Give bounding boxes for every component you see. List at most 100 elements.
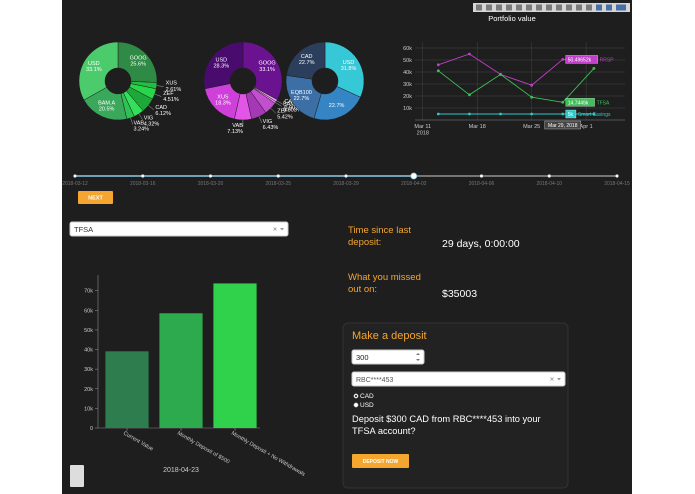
dropdown-caret[interactable] <box>280 228 284 231</box>
slider-mark <box>141 174 145 178</box>
label-leader <box>156 85 164 87</box>
slice-label: VIG 6.43% <box>263 119 279 131</box>
series-line <box>438 68 595 103</box>
label-leader <box>130 117 134 125</box>
series-point <box>499 112 502 116</box>
slider-mark <box>208 174 213 178</box>
slice-label-value: 0.803% <box>283 107 302 113</box>
slice-label-value: 3.24% <box>133 126 149 132</box>
slider-mark <box>73 174 77 178</box>
slider-mark-label: 2018-03-29 <box>333 181 359 187</box>
slider-mark-label: 2018-03-16 <box>130 181 156 187</box>
deposit-button[interactable] <box>352 454 409 468</box>
modebar-icon[interactable] <box>496 4 502 11</box>
slice-label: USD 33.1% <box>86 61 102 73</box>
deposit-prompt: Deposit $300 CAD from RBC****453 into yo… <box>352 414 541 436</box>
slice-label-name: ZEF <box>163 91 174 97</box>
modebar-icon[interactable] <box>586 4 592 11</box>
slice-label-name: XUS <box>166 81 178 87</box>
x-axis-title: 2018-04-23 <box>163 467 199 474</box>
slice-label: VAB 3.24% <box>133 120 149 132</box>
slice-label: ZEF 5.42% <box>277 109 293 121</box>
slice-label-name: VAB <box>133 120 144 126</box>
stat-value: 29 days, 0:00:00 <box>442 238 520 250</box>
slice-label-name: VAB <box>232 123 243 129</box>
slice-label: EQB100 22.7% <box>291 90 312 102</box>
slice-label-name: ZEF <box>277 109 288 115</box>
hover-box <box>565 109 577 119</box>
chart-title: Portfolio value <box>488 14 536 23</box>
amount-input[interactable] <box>351 349 425 365</box>
series-point <box>436 69 440 73</box>
slice-label-name: XUS <box>217 95 229 101</box>
slider-mark-label: 2018-04-15 <box>604 181 630 187</box>
modebar-icon[interactable] <box>476 4 482 11</box>
series-point <box>592 67 596 70</box>
slice-label-name: CAD <box>284 99 296 105</box>
slice-label: VIG 4.32% <box>144 116 160 128</box>
slice-label-name: USD <box>216 57 228 63</box>
series-point <box>561 100 565 104</box>
tick-label-line: 2018 <box>417 130 429 136</box>
next-button[interactable] <box>78 191 113 204</box>
modebar-icon[interactable] <box>506 4 512 11</box>
y-tick-label: 0 <box>90 426 93 432</box>
y-tick-label: 40k <box>403 70 412 76</box>
bar <box>159 313 203 428</box>
radio-dot <box>354 394 358 398</box>
source-dropdown[interactable] <box>351 371 566 387</box>
y-tick-label: 50k <box>403 58 412 64</box>
hover-value: 5k <box>568 112 574 118</box>
stat-label: Time since last deposit: <box>348 225 411 248</box>
modebar-icon[interactable] <box>526 4 532 11</box>
amount-spinner[interactable] <box>416 353 420 361</box>
y-tick-label: 60k <box>84 308 93 314</box>
modebar-icon[interactable] <box>576 4 582 11</box>
slice-label-value: 18.3% <box>215 101 231 107</box>
modebar-icon[interactable] <box>516 4 522 11</box>
modebar-icon[interactable] <box>566 4 572 11</box>
modebar-icon[interactable] <box>486 4 492 11</box>
slice-label: XUS 18.3% <box>215 95 231 107</box>
donut-slice <box>78 41 119 101</box>
series-point <box>468 52 471 56</box>
slice-label: CAD 6.12% <box>155 105 171 117</box>
slice-label-name: USD <box>343 60 355 66</box>
account-dropdown[interactable] <box>69 221 289 237</box>
modebar-icon[interactable] <box>606 4 612 11</box>
y-tick-label: 10k <box>403 106 412 112</box>
slice-label-name: CAD <box>155 105 167 111</box>
series-point <box>436 112 440 116</box>
series-point <box>436 63 440 67</box>
modebar-icon[interactable] <box>616 4 626 11</box>
radio-button[interactable] <box>353 402 359 408</box>
deposit-button-label: DEPOSIT NOW <box>363 459 399 465</box>
slider-handle[interactable] <box>410 172 418 180</box>
slice-label-value: 22.7% <box>299 60 315 66</box>
slice-label: BAM.A 20.5% <box>98 101 115 113</box>
radio-label: CAD <box>360 393 374 400</box>
modebar-icon[interactable] <box>596 4 602 11</box>
modebar-icon[interactable] <box>536 4 542 11</box>
label-leader <box>138 113 143 120</box>
x-tick-label: Mar 25 <box>523 124 540 130</box>
modebar-icon[interactable] <box>556 4 562 11</box>
dropdown-caret[interactable] <box>557 378 561 381</box>
modebar-icon[interactable] <box>546 4 552 11</box>
slice-label-name: VIG <box>263 119 272 125</box>
clear-icon[interactable] <box>273 227 277 231</box>
hover-x-box <box>544 120 581 130</box>
hover-value: 14.7449k <box>568 100 589 106</box>
slice-label-name: CAD <box>301 54 313 60</box>
y-tick-label: 50k <box>84 328 93 334</box>
slice-label-value: 22.7% <box>294 96 310 102</box>
series-point <box>530 112 534 116</box>
series-point <box>530 83 534 87</box>
label-leader <box>276 100 283 105</box>
slider-mark-label: 2018-04-02 <box>401 181 427 187</box>
slice-label-name: BAM.A <box>98 101 115 107</box>
clear-icon[interactable] <box>550 377 554 381</box>
x-tick-label: Mar 11 2018 <box>414 124 431 136</box>
side-widget[interactable] <box>70 465 84 487</box>
